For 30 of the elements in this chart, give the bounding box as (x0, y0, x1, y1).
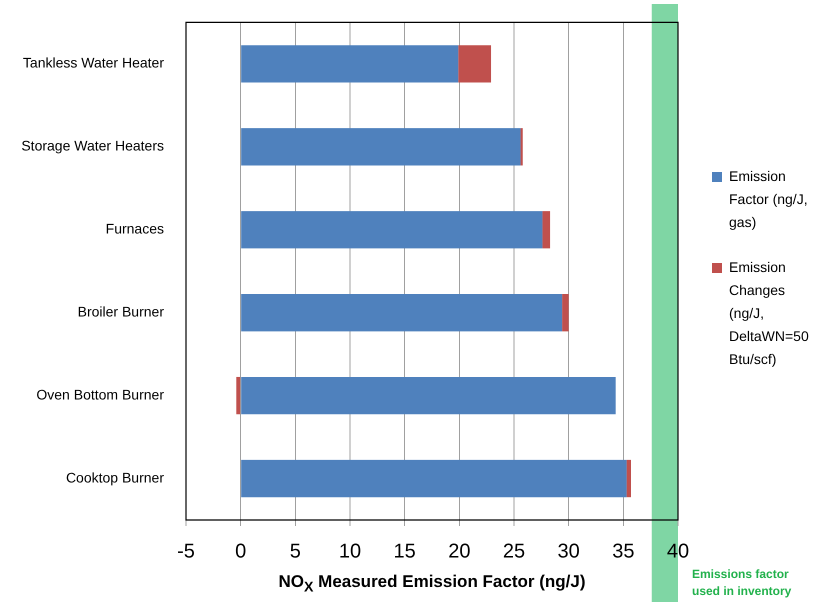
bar (241, 294, 562, 332)
bar (241, 211, 542, 248)
x-tick-label: 20 (448, 540, 470, 563)
bar (241, 128, 521, 166)
legend-label: Emission Changes (ng/J, DeltaWN=50 Btu/scf) (729, 258, 810, 369)
bar (562, 294, 569, 332)
x-tick-label: 30 (558, 540, 580, 563)
y-tick-label: Storage Water Heaters (21, 138, 164, 154)
bar (241, 460, 627, 498)
x-tick-label: 25 (502, 540, 526, 563)
bar (458, 45, 492, 83)
x-tick-label: 0 (235, 540, 246, 563)
y-tick-label: Furnaces (106, 220, 164, 237)
x-tick-label: -5 (177, 540, 195, 563)
bar (542, 211, 550, 248)
legend-label: Emission Factor (ng/J, gas) (729, 167, 809, 232)
y-tick-label: Tankless Water Heater (22, 54, 164, 71)
x-tick-label: 5 (290, 540, 301, 563)
y-tick-label: Oven Bottom Burner (36, 386, 164, 402)
x-tick-label: 15 (394, 540, 416, 563)
bar (626, 460, 631, 498)
band-label: Emissions factor used in inventory (692, 567, 792, 598)
x-axis-title: NO$_{X}$ Measured Emission Factor (ng/J) (277, 572, 586, 596)
y-tick-label: Broiler Burner (78, 304, 164, 320)
bar (241, 376, 616, 414)
y-tick-label: Cooktop Burner (66, 469, 164, 486)
x-tick-label: 35 (612, 540, 634, 563)
x-tick-label: 10 (338, 540, 362, 563)
bar (241, 45, 458, 83)
bar (236, 376, 240, 414)
